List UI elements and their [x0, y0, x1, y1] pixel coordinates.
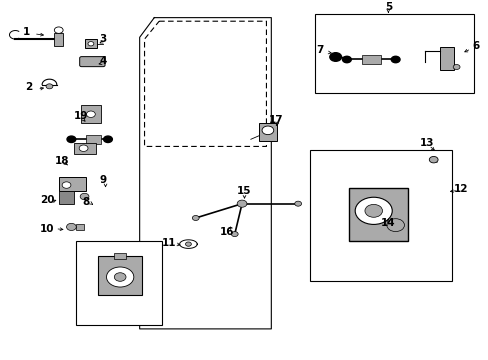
FancyBboxPatch shape: [80, 57, 105, 67]
Circle shape: [46, 84, 53, 89]
Circle shape: [390, 56, 399, 63]
Circle shape: [262, 126, 273, 135]
Bar: [76, 224, 83, 230]
Text: 12: 12: [453, 184, 468, 194]
Bar: [348, 188, 407, 241]
Circle shape: [88, 42, 94, 46]
Text: 7: 7: [316, 45, 323, 55]
Circle shape: [62, 182, 71, 188]
Circle shape: [66, 223, 76, 230]
Text: 4: 4: [99, 55, 106, 66]
Text: 18: 18: [54, 156, 69, 166]
Text: 6: 6: [471, 41, 479, 51]
Bar: [59, 191, 74, 204]
Text: 5: 5: [384, 2, 391, 12]
Text: 9: 9: [100, 175, 106, 185]
Bar: [114, 253, 126, 259]
Circle shape: [67, 136, 76, 143]
Text: 11: 11: [162, 238, 176, 248]
Text: 3: 3: [99, 34, 106, 44]
Text: 15: 15: [237, 186, 251, 196]
Circle shape: [114, 273, 126, 281]
Circle shape: [54, 27, 63, 33]
Bar: [81, 105, 101, 123]
Text: 2: 2: [25, 82, 33, 93]
Text: 14: 14: [380, 219, 395, 228]
Text: 1: 1: [22, 27, 30, 37]
Text: 10: 10: [40, 224, 54, 234]
Circle shape: [185, 242, 191, 246]
Circle shape: [386, 219, 404, 231]
Circle shape: [231, 231, 238, 237]
Text: 17: 17: [268, 114, 283, 125]
Bar: [85, 40, 97, 48]
Circle shape: [237, 200, 246, 207]
Circle shape: [192, 216, 199, 220]
Text: 8: 8: [82, 197, 89, 207]
Text: 20: 20: [40, 195, 54, 205]
Text: 13: 13: [419, 138, 434, 148]
Bar: [59, 177, 86, 191]
Circle shape: [79, 145, 88, 152]
Bar: [54, 33, 63, 46]
Bar: [74, 143, 96, 154]
Circle shape: [428, 157, 437, 163]
Circle shape: [103, 136, 112, 143]
Bar: [310, 150, 451, 280]
Circle shape: [364, 204, 382, 217]
Circle shape: [354, 197, 391, 224]
Circle shape: [342, 56, 350, 63]
Circle shape: [106, 267, 134, 287]
Bar: [259, 123, 276, 141]
Bar: [98, 256, 142, 295]
Bar: [439, 46, 453, 69]
Text: 16: 16: [220, 227, 234, 237]
Text: 19: 19: [74, 111, 88, 121]
Bar: [361, 55, 380, 64]
Circle shape: [294, 201, 301, 206]
Circle shape: [329, 53, 341, 61]
Bar: [76, 241, 161, 325]
Circle shape: [80, 193, 89, 200]
Bar: [315, 14, 473, 93]
Circle shape: [86, 111, 95, 117]
Circle shape: [452, 64, 459, 69]
Bar: [86, 135, 101, 144]
